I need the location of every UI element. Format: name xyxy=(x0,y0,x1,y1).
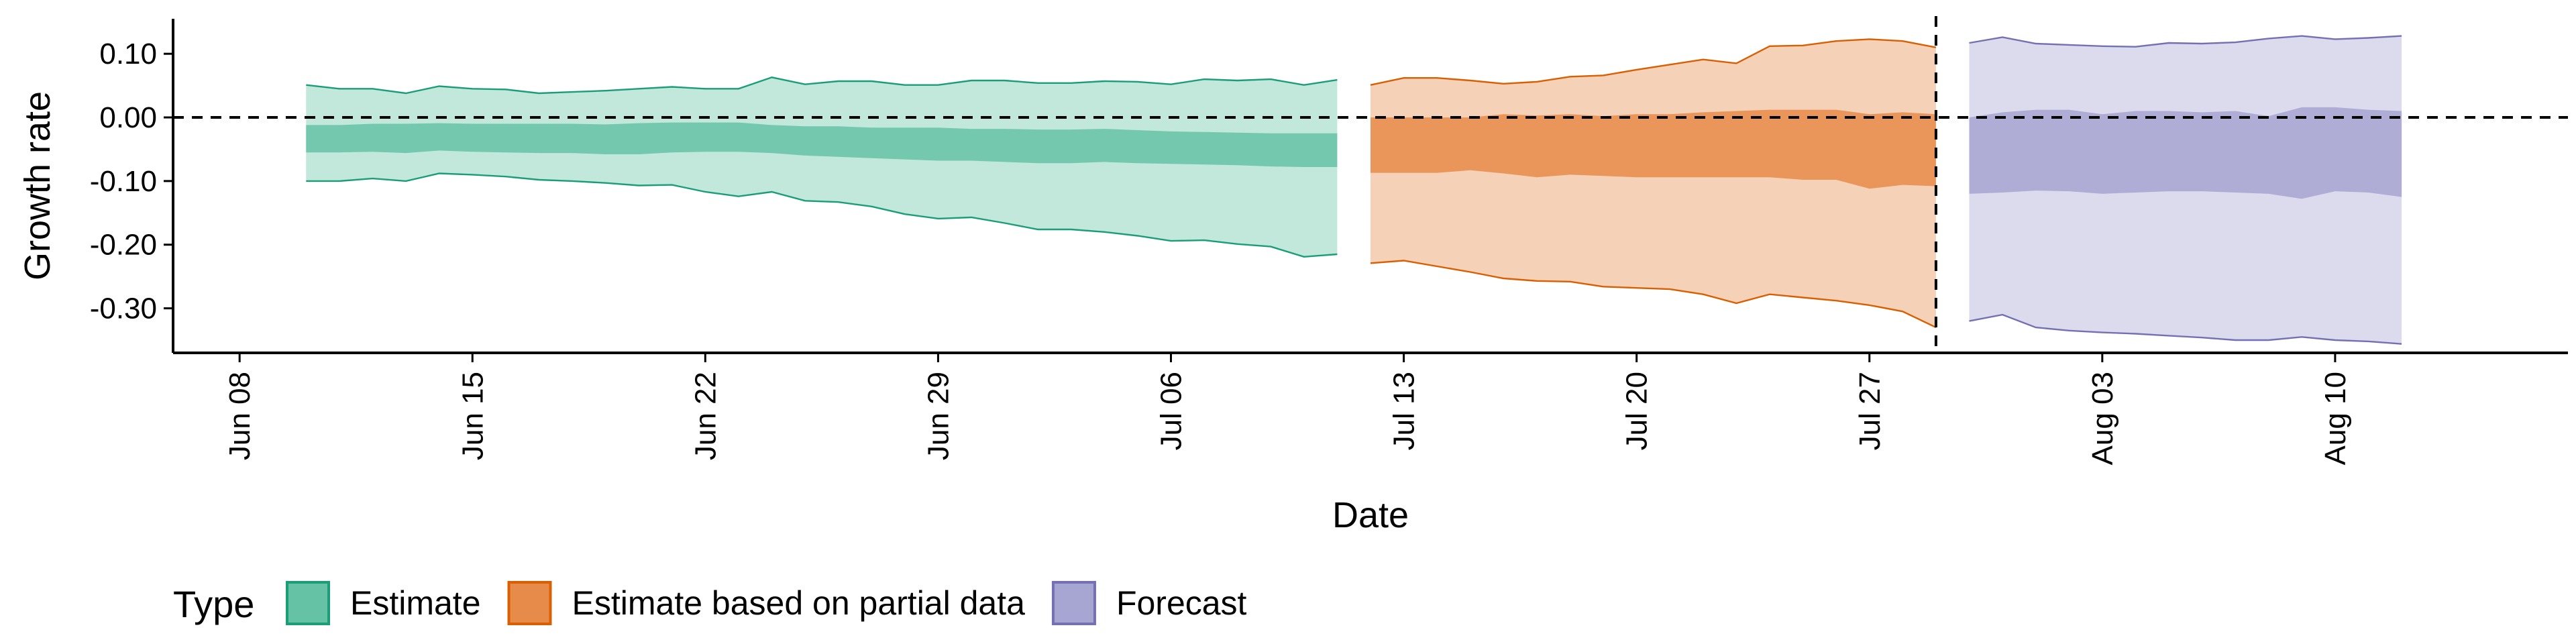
band-90-upper-edge-2 xyxy=(1969,35,2402,48)
series-1 xyxy=(1370,38,1937,329)
x-tick-label: Jul 13 xyxy=(1388,372,1421,450)
legend-key-2 xyxy=(1051,581,1096,625)
axes: 0.10 0.00 -0.10 -0.20 -0.30 Jun 08 Jun 15 Jun 2… xyxy=(90,19,2568,465)
legend-item-0: Estimate xyxy=(286,581,481,625)
y-tick-label: -0.30 xyxy=(90,292,157,325)
y-tick-label: -0.10 xyxy=(90,165,157,198)
x-tick-label: Jul 20 xyxy=(1621,372,1654,450)
series-0 xyxy=(306,76,1338,258)
band-50-0 xyxy=(306,122,1338,167)
legend-key-0 xyxy=(286,581,330,625)
y-tick-label: 0.00 xyxy=(99,101,157,134)
x-tick-label: Jun 08 xyxy=(223,372,256,460)
x-tick-label: Jul 06 xyxy=(1155,372,1188,450)
x-tick-label: Jun 22 xyxy=(689,372,722,460)
legend-item-2: Forecast xyxy=(1051,581,1247,625)
legend-item-1: Estimate based on partial data xyxy=(507,581,1026,625)
band-90-upper-edge-0 xyxy=(306,76,1338,95)
band-90-lower-edge-2 xyxy=(1969,313,2402,345)
x-tick-label: Jun 15 xyxy=(456,372,489,460)
band-50-1 xyxy=(1371,109,1936,189)
band-90-0 xyxy=(306,77,1338,257)
x-axis-title: Date xyxy=(1332,495,1409,535)
x-tick-label: Aug 10 xyxy=(2319,372,2352,465)
y-axis-title: Growth rate xyxy=(17,91,58,280)
legend-items: Estimate Estimate based on partial data Fo… xyxy=(286,581,1247,625)
x-tick-label: Aug 03 xyxy=(2086,372,2119,465)
band-90-lower-edge-0 xyxy=(306,172,1338,258)
legend-label-2: Forecast xyxy=(1116,584,1247,622)
legend-key-1 xyxy=(507,581,552,625)
legend: Type Estimate Estimate based on partial d… xyxy=(173,581,1247,625)
x-tick-label: Jun 29 xyxy=(922,372,955,460)
reference-lines xyxy=(173,16,2568,353)
band-90-lower-edge-1 xyxy=(1370,260,1937,329)
legend-label-1: Estimate based on partial data xyxy=(572,584,1026,622)
legend-title: Type xyxy=(173,583,254,625)
x-tick-label: Jul 27 xyxy=(1854,372,1886,450)
series-bands xyxy=(306,35,2402,345)
legend-label-0: Estimate xyxy=(350,584,481,622)
series-2 xyxy=(1969,35,2402,345)
band-90-upper-edge-1 xyxy=(1370,38,1937,86)
band-50-2 xyxy=(1969,107,2402,199)
y-tick-label: -0.20 xyxy=(90,229,157,262)
y-tick-label: 0.10 xyxy=(99,38,157,70)
